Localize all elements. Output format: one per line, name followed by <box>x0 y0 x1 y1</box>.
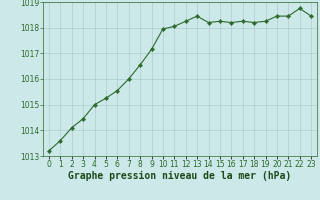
X-axis label: Graphe pression niveau de la mer (hPa): Graphe pression niveau de la mer (hPa) <box>68 171 292 181</box>
